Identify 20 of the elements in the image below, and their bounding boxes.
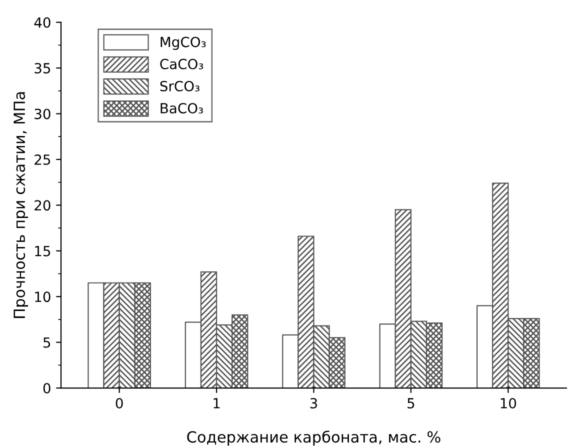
y-tick-label: 35 xyxy=(34,62,50,74)
x-tick-label: 1 xyxy=(214,398,220,408)
legend-label: SrCO₃ xyxy=(160,80,200,92)
y-tick-label: 5 xyxy=(44,337,50,348)
y-tick-label: 25 xyxy=(34,154,50,165)
y-tick-label: 10 xyxy=(35,292,50,302)
legend-label: BaCO₃ xyxy=(160,102,203,114)
y-tick-label: 15 xyxy=(35,246,50,256)
x-tick-label: 10 xyxy=(500,398,516,408)
y-tick-label: 40 xyxy=(34,17,50,28)
y-tick-label: 0 xyxy=(43,382,50,394)
y-tick-label: 20 xyxy=(34,200,50,211)
x-tick-label: 5 xyxy=(408,398,414,408)
y-axis-title: Прочность при сжатии, МПа xyxy=(14,92,28,318)
y-tick-label: 30 xyxy=(34,108,50,120)
legend-label: CaCO₃ xyxy=(160,58,204,70)
x-tick-label: 0 xyxy=(116,398,123,408)
x-tick-label: 3 xyxy=(310,398,318,408)
legend-label: MgCO₃ xyxy=(160,36,206,50)
x-axis-title: Содержание карбоната, мас. % xyxy=(187,430,440,446)
